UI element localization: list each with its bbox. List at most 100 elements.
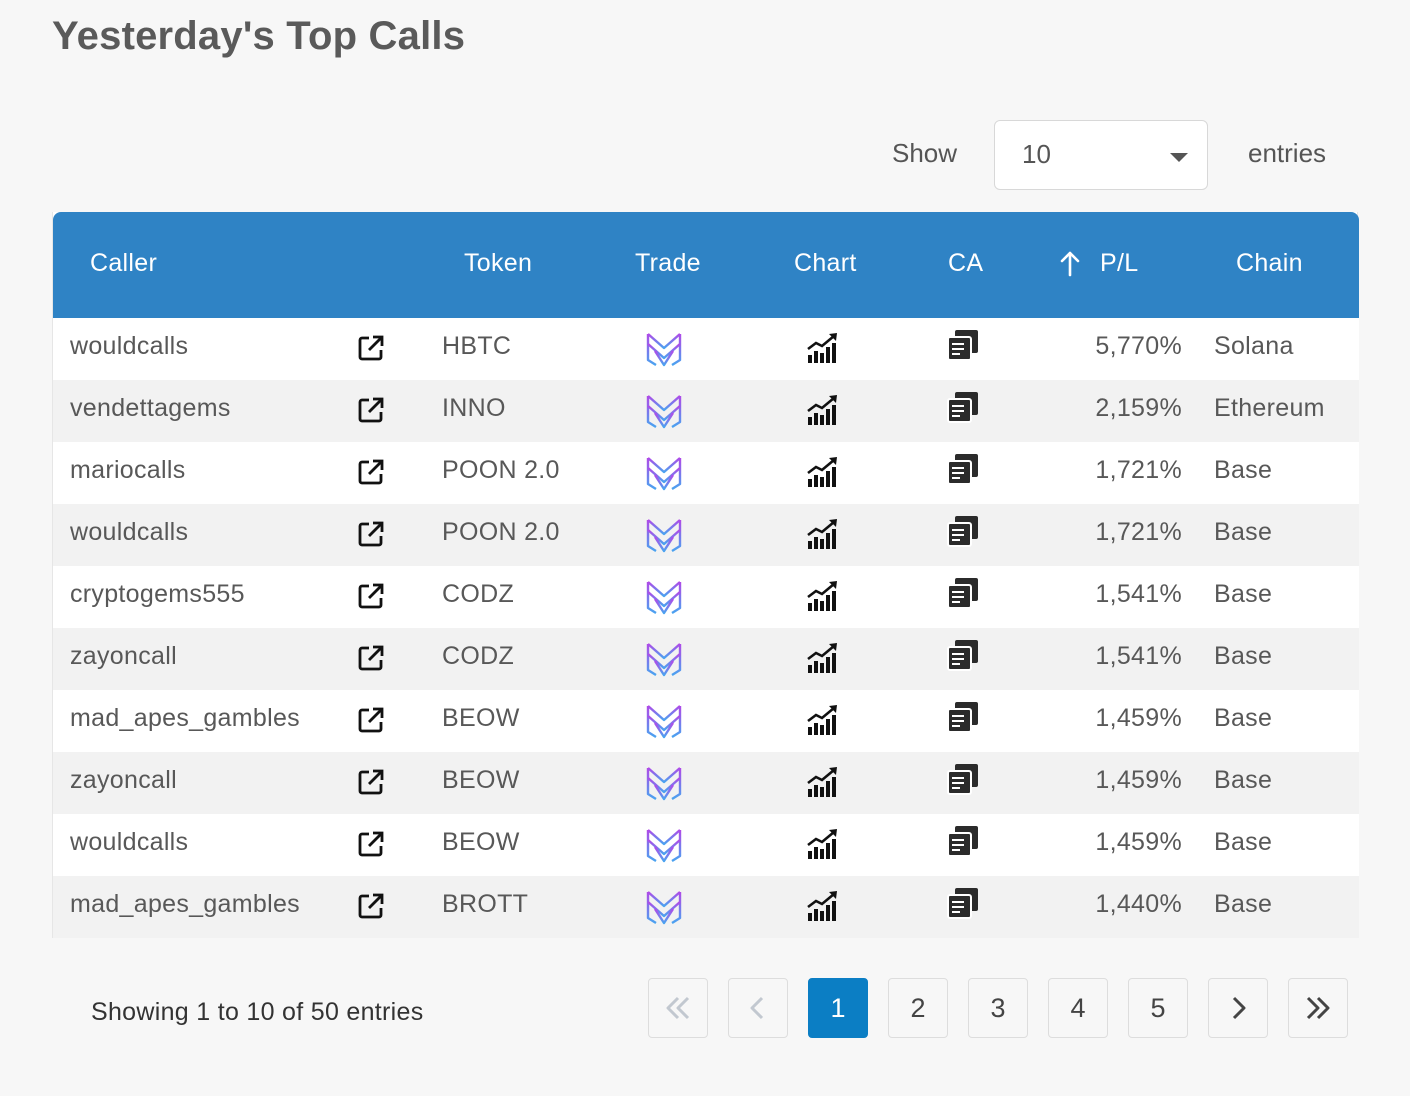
external-link-icon[interactable]	[356, 395, 386, 425]
header-chart[interactable]: Chart	[794, 249, 857, 277]
arrow-up-icon[interactable]	[1059, 250, 1081, 278]
chevron-right-icon	[1232, 996, 1246, 1020]
copy-contract-icon[interactable]	[946, 762, 980, 796]
caller-cell[interactable]: wouldcalls	[70, 332, 189, 360]
pl-cell: 1,459%	[1095, 828, 1182, 856]
caller-cell[interactable]: wouldcalls	[70, 828, 189, 856]
previous-page-button[interactable]	[728, 978, 788, 1038]
external-link-icon[interactable]	[356, 643, 386, 673]
pl-cell: 1,721%	[1095, 518, 1182, 546]
entries-label: entries	[1248, 138, 1327, 168]
top-calls-table: Caller Token Trade Chart CA P/L Chain wo…	[52, 212, 1359, 938]
header-ca[interactable]: CA	[948, 249, 984, 277]
trade-logo-icon[interactable]	[644, 764, 684, 802]
trade-logo-icon[interactable]	[644, 454, 684, 492]
trade-logo-icon[interactable]	[644, 330, 684, 368]
trade-logo-icon[interactable]	[644, 392, 684, 430]
external-link-icon[interactable]	[356, 705, 386, 735]
caller-cell[interactable]: mad_apes_gambles	[70, 890, 300, 918]
external-link-icon[interactable]	[356, 457, 386, 487]
header-caller[interactable]: Caller	[90, 249, 158, 277]
chart-growth-icon[interactable]	[805, 455, 839, 489]
copy-contract-icon[interactable]	[946, 886, 980, 920]
external-link-icon[interactable]	[356, 829, 386, 859]
chain-cell: Base	[1214, 518, 1273, 546]
chart-growth-icon[interactable]	[805, 889, 839, 923]
caller-cell[interactable]: mariocalls	[70, 456, 186, 484]
chart-growth-icon[interactable]	[805, 827, 839, 861]
page-title: Yesterday's Top Calls	[52, 14, 466, 58]
double-chevron-left-icon	[666, 996, 690, 1020]
chart-growth-icon[interactable]	[805, 703, 839, 737]
copy-contract-icon[interactable]	[946, 638, 980, 672]
trade-logo-icon[interactable]	[644, 578, 684, 616]
next-page-button[interactable]	[1208, 978, 1268, 1038]
chart-growth-icon[interactable]	[805, 579, 839, 613]
header-pl[interactable]: P/L	[1100, 249, 1139, 277]
pl-cell: 1,541%	[1095, 580, 1182, 608]
trade-logo-icon[interactable]	[644, 516, 684, 554]
chain-cell: Ethereum	[1214, 394, 1325, 422]
header-trade[interactable]: Trade	[635, 249, 701, 277]
external-link-icon[interactable]	[356, 333, 386, 363]
table-row: mad_apes_gambles BROTT 1,440% Base	[53, 876, 1359, 938]
chart-growth-icon[interactable]	[805, 331, 839, 365]
chain-cell: Base	[1214, 580, 1273, 608]
table-row: mad_apes_gambles BEOW 1,459% Base	[53, 690, 1359, 752]
external-link-icon[interactable]	[356, 519, 386, 549]
token-cell: BEOW	[442, 766, 520, 794]
copy-contract-icon[interactable]	[946, 576, 980, 610]
caller-cell[interactable]: wouldcalls	[70, 518, 189, 546]
chart-growth-icon[interactable]	[805, 765, 839, 799]
caller-cell[interactable]: cryptogems555	[70, 580, 245, 608]
copy-contract-icon[interactable]	[946, 824, 980, 858]
copy-contract-icon[interactable]	[946, 700, 980, 734]
pl-cell: 5,770%	[1095, 332, 1182, 360]
header-chain[interactable]: Chain	[1236, 249, 1303, 277]
copy-contract-icon[interactable]	[946, 514, 980, 548]
copy-contract-icon[interactable]	[946, 452, 980, 486]
table-header: Caller Token Trade Chart CA P/L Chain	[53, 212, 1359, 318]
caller-cell[interactable]: zayoncall	[70, 642, 177, 670]
table-row: wouldcalls HBTC 5,770% Solana	[53, 318, 1359, 380]
page-button-5[interactable]: 5	[1128, 978, 1188, 1038]
token-cell: BEOW	[442, 828, 520, 856]
chain-cell: Solana	[1214, 332, 1294, 360]
token-cell: BEOW	[442, 704, 520, 732]
caller-cell[interactable]: mad_apes_gambles	[70, 704, 300, 732]
table-row: vendettagems INNO 2,159% Ethereum	[53, 380, 1359, 442]
page-button-1[interactable]: 1	[808, 978, 868, 1038]
header-token[interactable]: Token	[464, 249, 533, 277]
token-cell: CODZ	[442, 580, 515, 608]
trade-logo-icon[interactable]	[644, 640, 684, 678]
last-page-button[interactable]	[1288, 978, 1348, 1038]
external-link-icon[interactable]	[356, 891, 386, 921]
entries-per-page-select[interactable]: 10	[994, 120, 1208, 190]
page-button-3[interactable]: 3	[968, 978, 1028, 1038]
caller-cell[interactable]: zayoncall	[70, 766, 177, 794]
page-button-2[interactable]: 2	[888, 978, 948, 1038]
trade-logo-icon[interactable]	[644, 826, 684, 864]
chart-growth-icon[interactable]	[805, 517, 839, 551]
chart-growth-icon[interactable]	[805, 641, 839, 675]
table-row: zayoncall CODZ 1,541% Base	[53, 628, 1359, 690]
trade-logo-icon[interactable]	[644, 888, 684, 926]
pl-cell: 1,459%	[1095, 766, 1182, 794]
first-page-button[interactable]	[648, 978, 708, 1038]
chart-growth-icon[interactable]	[805, 393, 839, 427]
token-cell: BROTT	[442, 890, 529, 918]
trade-logo-icon[interactable]	[644, 702, 684, 740]
token-cell: HBTC	[442, 332, 512, 360]
table-row: cryptogems555 CODZ 1,541% Base	[53, 566, 1359, 628]
chain-cell: Base	[1214, 766, 1273, 794]
copy-contract-icon[interactable]	[946, 390, 980, 424]
chain-cell: Base	[1214, 890, 1273, 918]
copy-contract-icon[interactable]	[946, 328, 980, 362]
external-link-icon[interactable]	[356, 581, 386, 611]
external-link-icon[interactable]	[356, 767, 386, 797]
table-row: wouldcalls BEOW 1,459% Base	[53, 814, 1359, 876]
table-info: Showing 1 to 10 of 50 entries	[91, 998, 424, 1026]
page-button-4[interactable]: 4	[1048, 978, 1108, 1038]
pl-cell: 2,159%	[1095, 394, 1182, 422]
caller-cell[interactable]: vendettagems	[70, 394, 231, 422]
